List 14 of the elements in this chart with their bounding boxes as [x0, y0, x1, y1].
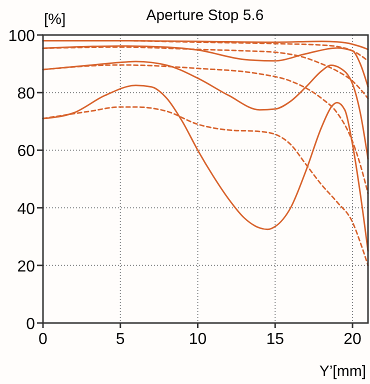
- chart-title: Aperture Stop 5.6: [146, 7, 264, 24]
- y-tick-label: 80: [17, 86, 36, 103]
- y-tick-label: 100: [8, 28, 36, 45]
- y-tick-label: 0: [26, 316, 36, 333]
- x-tick-label: 20: [344, 331, 362, 348]
- x-tick-label: 10: [188, 331, 207, 348]
- x-axis-title: Y’[mm]: [319, 363, 366, 380]
- y-tick-label: 40: [17, 200, 36, 218]
- x-tick-label: 15: [266, 331, 284, 348]
- y-tick-label: 20: [17, 258, 36, 276]
- y-tick-label: 60: [17, 143, 36, 160]
- x-tick-label: 5: [116, 331, 125, 348]
- y-axis-title: [%]: [44, 11, 66, 28]
- x-tick-label: 0: [38, 331, 48, 348]
